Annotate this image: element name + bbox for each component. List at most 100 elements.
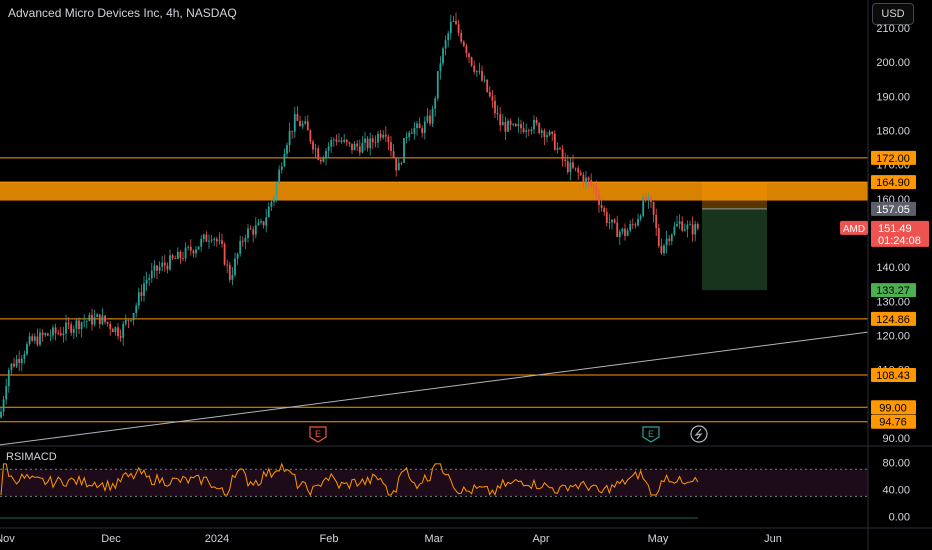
candle-body: [247, 228, 249, 238]
candle-body: [46, 333, 49, 336]
candle: [553, 130, 556, 151]
candle: [88, 312, 91, 322]
candle-body: [556, 148, 559, 150]
candle: [213, 236, 216, 247]
candle-body: [660, 245, 663, 254]
candle-body: [158, 266, 161, 271]
candle-body: [335, 139, 338, 142]
candle-body: [408, 132, 411, 138]
candle-body: [249, 228, 252, 230]
candle-body: [15, 359, 18, 367]
candle-body: [668, 238, 671, 242]
candle: [442, 46, 444, 67]
candle-body: [657, 228, 660, 246]
candle-body: [548, 131, 551, 136]
candle: [330, 137, 333, 153]
candle-body: [491, 96, 494, 101]
time-tick-label: Nov: [0, 533, 15, 545]
candle: [413, 122, 416, 140]
candle: [187, 245, 190, 251]
candle-body: [236, 253, 239, 259]
candle-body: [104, 315, 106, 322]
candle: [218, 232, 221, 245]
candle-body: [442, 48, 444, 64]
candle: [686, 220, 689, 238]
candle-body: [509, 120, 512, 125]
candle-body: [629, 224, 632, 231]
candle: [93, 309, 96, 327]
candle: [624, 223, 626, 241]
candle-body: [603, 207, 606, 213]
candle-body: [228, 264, 231, 280]
candle-body: [44, 333, 47, 336]
candle: [293, 106, 296, 138]
candle-body: [689, 224, 691, 226]
candle-body: [681, 221, 684, 231]
candle-body: [574, 167, 577, 169]
candle: [239, 235, 242, 257]
candle: [561, 145, 564, 167]
candle-body: [127, 319, 130, 321]
candle-body: [231, 274, 234, 280]
candle-body: [527, 130, 530, 132]
candle: [234, 252, 236, 278]
candle: [241, 236, 244, 247]
candle: [247, 223, 249, 243]
candle: [660, 238, 663, 256]
candle-body: [457, 24, 460, 33]
candle: [189, 239, 192, 256]
candle-body: [361, 142, 364, 153]
candle-body: [314, 148, 317, 150]
candle: [631, 218, 634, 230]
candle-body: [478, 70, 481, 72]
candle: [642, 193, 645, 218]
candle-body: [481, 71, 483, 81]
resistance-zone: [0, 182, 868, 201]
candle: [353, 140, 356, 151]
candle-body: [41, 332, 44, 336]
currency-button[interactable]: USD: [872, 3, 914, 25]
candle: [46, 332, 49, 336]
candle-body: [564, 159, 567, 162]
candle: [574, 167, 577, 172]
candle-body: [23, 354, 26, 359]
candle: [317, 145, 320, 161]
candle: [65, 314, 67, 341]
candle-body: [291, 130, 294, 132]
candle: [23, 350, 26, 364]
candle-body: [332, 139, 335, 141]
svg-text:AMD: AMD: [843, 224, 865, 235]
level-label-0: 172.00: [871, 150, 916, 165]
candle-body: [260, 221, 262, 223]
candle: [7, 367, 10, 393]
candle-body: [470, 57, 473, 66]
candle-body: [244, 237, 247, 242]
candle-body: [403, 138, 405, 163]
candle-body: [91, 314, 93, 325]
candle-body: [598, 195, 600, 205]
candle-body: [343, 139, 346, 142]
candle-body: [145, 279, 148, 284]
candle: [356, 139, 359, 152]
candle-body: [13, 363, 15, 367]
candle-body: [26, 344, 28, 355]
candle-body: [80, 322, 83, 330]
candle: [291, 130, 294, 139]
target-price-label: 133.27: [871, 283, 916, 298]
candle-body: [501, 122, 504, 126]
candle-body: [96, 314, 99, 318]
candle-body: [447, 33, 450, 41]
candle-body: [348, 142, 351, 144]
candle: [0, 406, 2, 419]
trend-line: [0, 331, 869, 446]
candle-body: [390, 142, 392, 152]
candle: [504, 116, 507, 140]
candle: [691, 216, 694, 242]
candle: [13, 357, 15, 368]
candle-body: [182, 258, 184, 259]
candle: [652, 201, 655, 223]
candle: [468, 52, 470, 64]
candle: [309, 129, 312, 145]
